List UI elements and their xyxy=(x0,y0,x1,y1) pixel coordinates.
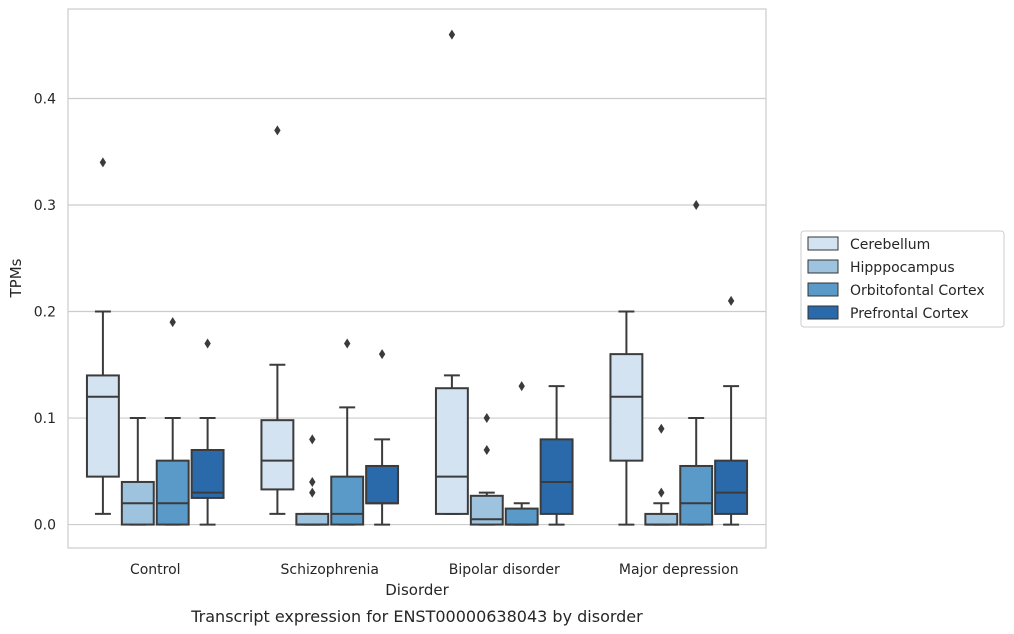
box-group-control xyxy=(85,157,225,526)
iqr-box xyxy=(644,512,679,526)
y-tick-label: 0.4 xyxy=(34,91,56,107)
legend-label-prefrontal-cortex: Prefrontal Cortex xyxy=(850,306,969,322)
outlier-point xyxy=(448,29,456,40)
iqr-box xyxy=(85,374,120,478)
box-major-depression-hipppocampus xyxy=(644,423,679,526)
x-tick-labels: Control Schizophrenia Bipolar disorder Majo… xyxy=(130,562,739,578)
x-tick-label: Bipolar disorder xyxy=(449,562,560,578)
iqr-box xyxy=(434,387,469,515)
outlier-point xyxy=(309,487,316,498)
box-schizophrenia-prefrontal-cortex xyxy=(365,349,400,526)
y-tick-label: 0.3 xyxy=(34,198,56,214)
legend-frame xyxy=(800,230,1005,328)
iqr-box xyxy=(714,459,749,515)
box-control-orbitofontal-cortex xyxy=(155,317,190,526)
legend-label-orbitofrontal-cortex: Orbitofontal Cortex xyxy=(850,283,985,299)
iqr-box xyxy=(190,449,225,499)
iqr-box xyxy=(469,494,504,526)
legend-swatch-prefrontal-cortex xyxy=(807,305,839,320)
y-tick-labels: 0.0 0.1 0.2 0.3 0.4 xyxy=(34,91,56,533)
iqr-box xyxy=(679,464,714,526)
outlier-point xyxy=(309,434,316,445)
iqr-box xyxy=(609,353,644,462)
outlier-point xyxy=(483,413,490,424)
box-bipolar-disorder-prefrontal-cortex xyxy=(539,385,574,526)
legend: Cerebellum Hipppocampus Orbitofontal Cor… xyxy=(800,230,1005,328)
box-major-depression-prefrontal-cortex xyxy=(714,295,749,526)
iqr-box xyxy=(155,459,190,526)
chart-caption: Transcript expression for ENST0000063804… xyxy=(190,607,643,626)
outlier-point xyxy=(344,338,351,349)
iqr-box xyxy=(539,438,574,515)
x-axis-title: Disorder xyxy=(385,581,449,599)
y-axis-title: TPMs xyxy=(7,258,25,298)
iqr-box xyxy=(260,419,295,491)
y-tick-label: 0.0 xyxy=(34,518,56,534)
box-bipolar-disorder-cerebellum xyxy=(434,29,469,515)
outlier-point xyxy=(378,349,386,360)
box-major-depression-orbitofontal-cortex xyxy=(679,200,714,526)
y-tick-label: 0.1 xyxy=(34,411,56,427)
box-bipolar-disorder-hipppocampus xyxy=(469,413,504,526)
outlier-point xyxy=(204,338,211,349)
outlier-point xyxy=(693,200,700,210)
box-group-schizophrenia xyxy=(260,125,400,526)
box-control-cerebellum xyxy=(85,157,120,515)
legend-label-cerebellum: Cerebellum xyxy=(850,237,930,253)
legend-swatch-orbitofrontal-cortex xyxy=(807,282,839,297)
outlier-point xyxy=(309,476,316,487)
outlier-point xyxy=(99,157,107,168)
outlier-point xyxy=(483,445,490,455)
iqr-box xyxy=(504,507,539,526)
box-control-prefrontal-cortex xyxy=(190,338,225,526)
x-tick-label: Schizophrenia xyxy=(281,562,379,578)
box-bipolar-disorder-orbitofontal-cortex xyxy=(504,381,539,526)
outlier-point xyxy=(518,381,525,392)
box-group-bipolar-disorder xyxy=(434,29,574,526)
outlier-point xyxy=(658,487,665,498)
box-group-major-depression xyxy=(609,200,749,526)
box-major-depression-cerebellum xyxy=(609,310,644,526)
outlier-point xyxy=(727,295,735,306)
box-schizophrenia-orbitofontal-cortex xyxy=(330,338,365,526)
box-groups xyxy=(85,29,749,526)
iqr-box xyxy=(330,475,365,526)
x-tick-label: Major depression xyxy=(619,562,739,578)
legend-label-hippocampus: Hipppocampus xyxy=(850,260,955,276)
box-control-hipppocampus xyxy=(120,417,155,526)
iqr-box xyxy=(365,464,400,505)
y-tick-label: 0.2 xyxy=(34,305,56,321)
legend-swatch-cerebellum xyxy=(807,236,839,251)
x-tick-label: Control xyxy=(130,562,181,578)
outlier-point xyxy=(169,317,176,328)
outlier-point xyxy=(658,423,665,434)
box-schizophrenia-cerebellum xyxy=(260,125,295,515)
box-schizophrenia-hipppocampus xyxy=(295,434,330,526)
legend-swatch-hippocampus xyxy=(807,259,839,274)
outlier-point xyxy=(274,125,281,136)
iqr-box xyxy=(295,512,330,526)
